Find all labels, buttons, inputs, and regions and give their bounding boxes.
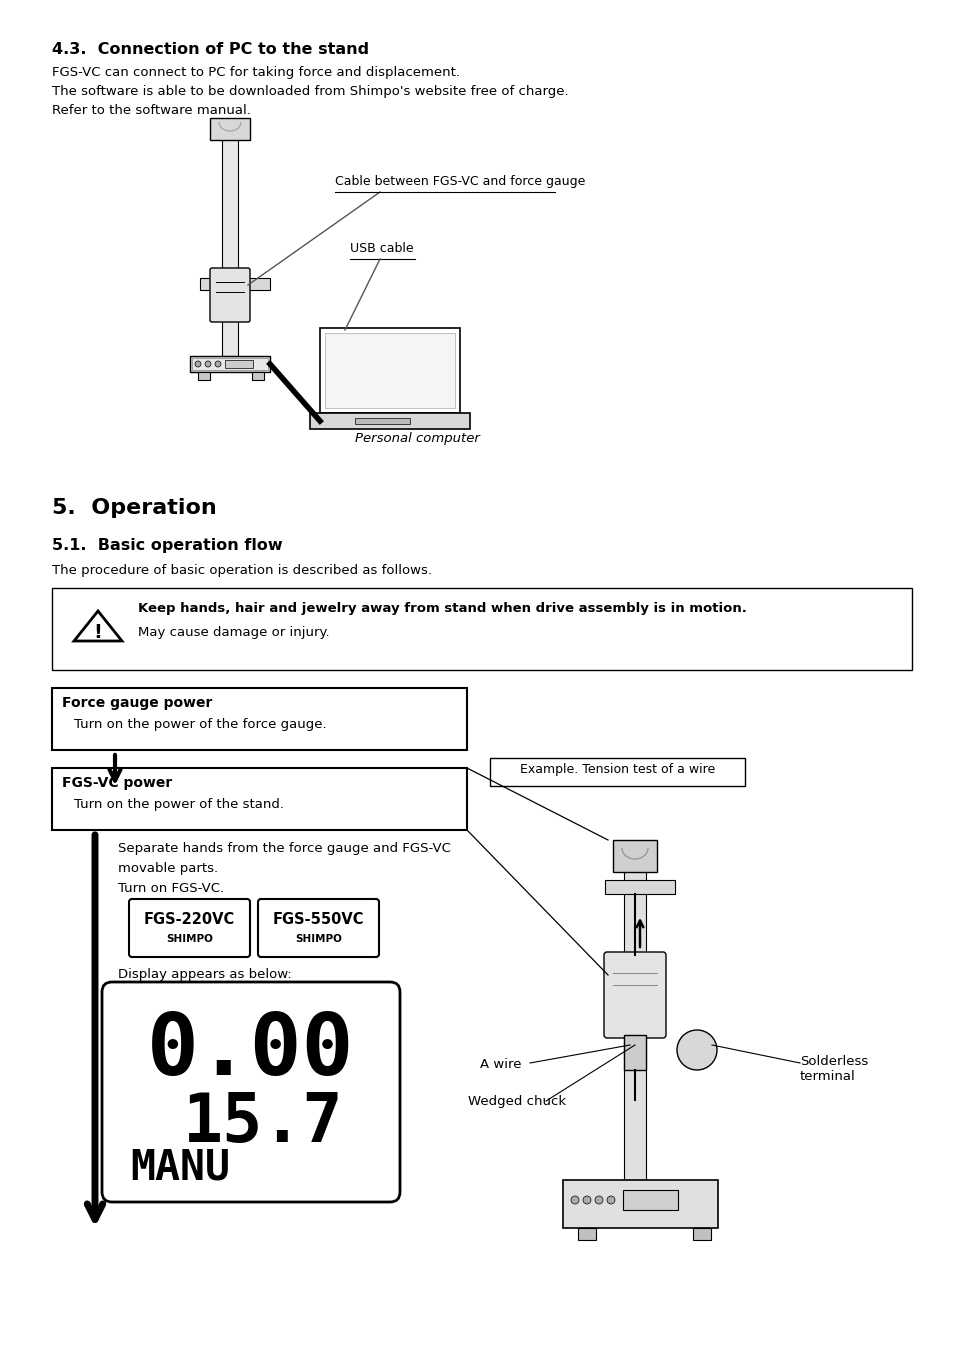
Text: 0.00: 0.00 (147, 1010, 355, 1094)
Bar (190, 356, 270, 373)
Bar (222, 136, 237, 356)
FancyBboxPatch shape (257, 899, 378, 957)
Bar (319, 328, 459, 413)
Text: SHIMPO: SHIMPO (294, 934, 341, 944)
Text: A wire: A wire (479, 1058, 521, 1071)
Text: Personal computer: Personal computer (355, 432, 479, 446)
Bar (622, 1189, 678, 1210)
Bar (604, 880, 675, 894)
Bar (252, 373, 264, 379)
Text: 4.3.  Connection of PC to the stand: 4.3. Connection of PC to the stand (52, 42, 369, 57)
Text: movable parts.: movable parts. (118, 863, 218, 875)
Text: 5.1.  Basic operation flow: 5.1. Basic operation flow (52, 539, 282, 553)
Circle shape (606, 1196, 615, 1204)
Bar (325, 333, 455, 408)
Text: 5.  Operation: 5. Operation (52, 498, 216, 518)
Text: Example. Tension test of a wire: Example. Tension test of a wire (519, 763, 715, 776)
Text: Force gauge power: Force gauge power (62, 697, 213, 710)
FancyBboxPatch shape (102, 981, 399, 1202)
Bar (192, 358, 268, 370)
Text: FGS-VC power: FGS-VC power (62, 776, 172, 790)
Circle shape (194, 360, 201, 367)
Circle shape (571, 1196, 578, 1204)
Text: FGS-VC can connect to PC for taking force and displacement.: FGS-VC can connect to PC for taking forc… (52, 66, 459, 80)
Text: SHIMPO: SHIMPO (166, 934, 213, 944)
Circle shape (677, 1030, 717, 1071)
Text: Cable between FGS-VC and force gauge: Cable between FGS-VC and force gauge (335, 176, 585, 188)
Text: FGS-220VC: FGS-220VC (144, 913, 234, 927)
Text: FGS-550VC: FGS-550VC (273, 913, 364, 927)
Bar (578, 1228, 596, 1241)
Bar (613, 840, 657, 872)
Bar (198, 373, 210, 379)
Text: Turn on FGS-VC.: Turn on FGS-VC. (118, 882, 224, 895)
Bar (692, 1228, 710, 1241)
Text: Display appears as below:: Display appears as below: (118, 968, 292, 981)
Text: The software is able to be downloaded from Shimpo's website free of charge.: The software is able to be downloaded fr… (52, 85, 568, 99)
Bar (562, 1180, 718, 1229)
Circle shape (214, 360, 221, 367)
Polygon shape (74, 612, 122, 641)
Text: Solderless
terminal: Solderless terminal (800, 1054, 867, 1083)
Text: MANU: MANU (130, 1148, 230, 1189)
Circle shape (595, 1196, 602, 1204)
Bar (623, 869, 645, 1180)
Circle shape (205, 360, 211, 367)
Bar (210, 117, 250, 140)
Text: Wedged chuck: Wedged chuck (468, 1095, 565, 1108)
Text: May cause damage or injury.: May cause damage or injury. (138, 626, 330, 639)
FancyBboxPatch shape (603, 952, 665, 1038)
Text: 15.7: 15.7 (183, 1089, 343, 1156)
Text: Keep hands, hair and jewelry away from stand when drive assembly is in motion.: Keep hands, hair and jewelry away from s… (138, 602, 746, 616)
Text: Separate hands from the force gauge and FGS-VC: Separate hands from the force gauge and … (118, 842, 451, 855)
Bar (52, 688, 467, 751)
Bar (52, 768, 467, 830)
Text: !: ! (93, 624, 102, 643)
Circle shape (582, 1196, 590, 1204)
FancyBboxPatch shape (210, 269, 250, 323)
Text: Refer to the software manual.: Refer to the software manual. (52, 104, 251, 117)
Text: The procedure of basic operation is described as follows.: The procedure of basic operation is desc… (52, 564, 432, 576)
Bar (310, 413, 470, 429)
Text: Turn on the power of the stand.: Turn on the power of the stand. (74, 798, 284, 811)
Bar (52, 589, 911, 670)
Bar (200, 278, 270, 290)
Bar (623, 1035, 645, 1071)
Bar (490, 757, 744, 786)
Text: Turn on the power of the force gauge.: Turn on the power of the force gauge. (74, 718, 326, 730)
FancyBboxPatch shape (129, 899, 250, 957)
Bar (225, 360, 253, 369)
Bar (355, 418, 410, 424)
Text: USB cable: USB cable (350, 242, 414, 255)
